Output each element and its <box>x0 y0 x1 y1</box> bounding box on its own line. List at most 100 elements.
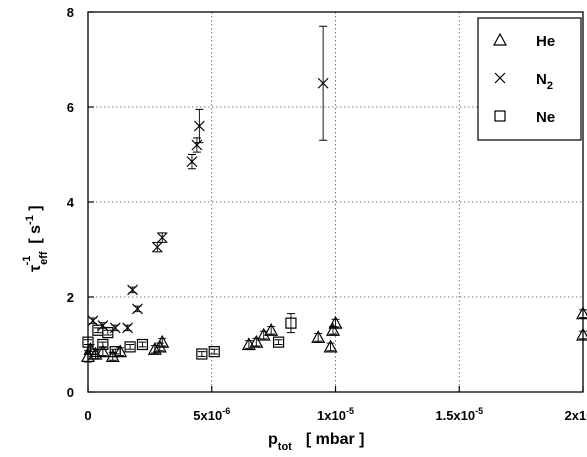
legend-marker-square <box>494 110 506 122</box>
error-bar-square-11 <box>286 313 295 334</box>
y-axis-label: τeff-1[ s-1 ] <box>21 205 50 272</box>
error-bar-square-4 <box>103 329 112 336</box>
data-point-x-5 <box>132 303 143 315</box>
error-bar-square-0 <box>84 339 92 345</box>
series-x <box>87 25 329 334</box>
data-point-triangle-10 <box>249 334 264 348</box>
x-axis-label-unit: [ mbar ] <box>306 431 365 448</box>
error-bar-triangle-9 <box>244 340 253 349</box>
error-bar-square-10 <box>274 339 283 345</box>
error-bar-square-8 <box>197 351 206 357</box>
data-point-triangle-6 <box>147 341 162 355</box>
x-tick-label-exponent: -5 <box>475 406 483 416</box>
y-axis-ticks: 0 2 4 6 8 <box>67 5 94 400</box>
data-point-x-2 <box>109 322 121 334</box>
error-bar-square-2 <box>93 327 102 334</box>
data-point-triangle-15 <box>326 322 341 336</box>
data-point-x-4 <box>127 284 138 296</box>
error-bar-square-3 <box>98 341 107 348</box>
legend-label-subscript: 2 <box>547 80 553 92</box>
data-point-triangle-17 <box>575 327 587 341</box>
error-bar-triangle-14 <box>326 342 335 352</box>
data-point-triangle-3 <box>95 344 110 358</box>
y-tick-label-4: 8 <box>67 5 74 20</box>
legend-label-name: He <box>536 33 555 50</box>
data-point-x-7 <box>156 232 168 244</box>
data-point-square-4 <box>102 327 114 339</box>
legend-label-square: Ne <box>536 109 555 126</box>
legend: He N2 Ne <box>477 17 582 141</box>
error-bar-square-6 <box>126 344 135 350</box>
error-bar-triangle-16 <box>331 318 340 328</box>
data-point-x-9 <box>191 139 203 151</box>
error-bar-triangle-13 <box>314 333 323 342</box>
x-tick-label-0: 0 <box>84 408 91 423</box>
data-point-square-8 <box>196 348 208 360</box>
data-point-square-7 <box>136 338 149 351</box>
data-point-square-1 <box>87 348 99 360</box>
data-point-triangle-14 <box>323 339 338 353</box>
legend-marker-x <box>494 72 506 84</box>
legend-label-name: N <box>536 71 547 88</box>
data-point-x-3 <box>122 322 134 334</box>
legend-label-name: Ne <box>536 109 555 126</box>
data-point-triangle-13 <box>311 330 326 343</box>
error-bar-square-7 <box>138 341 147 348</box>
x-tick-label-exponent: -5 <box>346 406 354 416</box>
data-point-x-8 <box>186 156 198 168</box>
x-tick-label-base: 5x10 <box>193 408 222 423</box>
x-axis-label-subscript: tot <box>278 441 292 453</box>
data-point-square-6 <box>124 341 136 353</box>
data-point-x-11 <box>317 77 329 89</box>
legend-label-x: N2 <box>536 71 553 92</box>
legend-box <box>477 17 582 141</box>
y-axis-label-unit: [ s <box>27 225 44 244</box>
data-point-triangle-16 <box>328 315 343 329</box>
data-point-square-11 <box>285 317 297 329</box>
y-axis-label-subscript: eff <box>38 251 50 265</box>
data-point-square-5 <box>109 346 121 358</box>
y-tick-label-0: 0 <box>67 385 74 400</box>
error-bar-triangle-18 <box>579 309 587 318</box>
x-axis-label: ptot [ mbar ] <box>268 431 365 453</box>
data-point-x-0 <box>87 315 99 327</box>
data-point-triangle-12 <box>264 322 279 336</box>
y-tick-label-1: 2 <box>67 290 74 305</box>
error-bar-square-1 <box>88 351 97 357</box>
y-axis-label-unit-end: ] <box>27 205 44 215</box>
error-bar-triangle-11 <box>259 330 268 340</box>
data-point-square-9 <box>208 346 220 358</box>
data-point-triangle-8 <box>155 334 170 348</box>
error-bar-square-5 <box>111 348 120 355</box>
data-point-triangle-18 <box>575 306 587 320</box>
y-tick-label-3: 6 <box>67 100 74 115</box>
error-bar-triangle-17 <box>579 330 587 340</box>
x-tick-label-3: 1.5x10-5 <box>435 406 483 423</box>
error-bar-square-9 <box>210 348 219 355</box>
x-tick-label-2: 1x10-5 <box>317 406 354 423</box>
y-axis-label-superscript: -1 <box>21 256 33 266</box>
data-point-x-10 <box>193 120 205 132</box>
x-tick-label-base: 1.5x10 <box>435 408 475 423</box>
series-triangle <box>80 306 587 363</box>
y-tick-label-2: 4 <box>67 195 75 210</box>
x-tick-label-base: 2x10 <box>565 408 587 423</box>
legend-marker-triangle <box>492 32 508 46</box>
data-point-square-10 <box>272 336 285 348</box>
x-tick-label-4: 2x10-5 <box>565 406 587 423</box>
data-point-square-0 <box>82 336 94 348</box>
error-bar-triangle-12 <box>267 326 276 335</box>
x-axis-label-main: p <box>268 431 278 448</box>
data-point-x-6 <box>151 241 163 253</box>
data-point-triangle-11 <box>256 327 271 341</box>
y-axis-label-unit-superscript: -1 <box>24 215 36 225</box>
x-tick-label-base: 1x10 <box>317 408 346 423</box>
data-point-square-3 <box>97 338 109 351</box>
data-series <box>80 25 587 363</box>
x-tick-label-1: 5x10-6 <box>193 406 230 423</box>
series-square <box>82 313 297 360</box>
x-tick-label-exponent: -6 <box>222 406 230 416</box>
y-axis-label-main: τ <box>27 265 44 272</box>
